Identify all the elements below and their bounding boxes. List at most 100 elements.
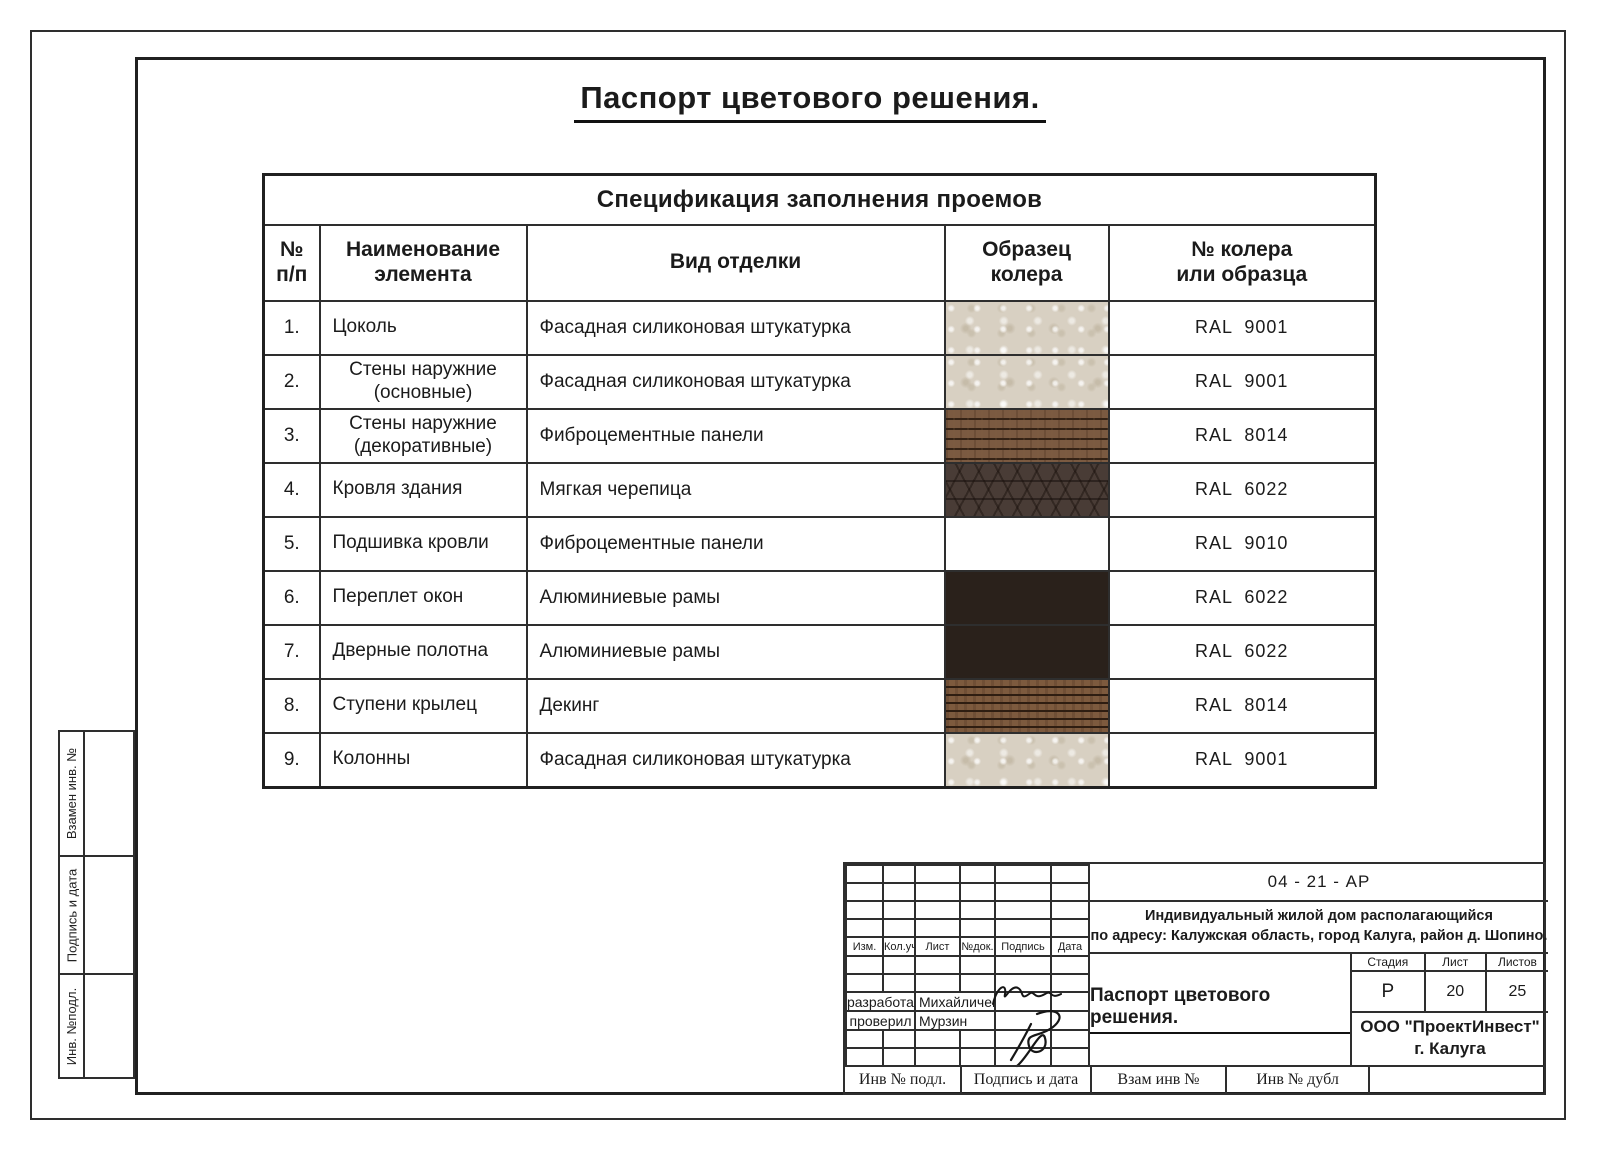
page-title: Паспорт цветового решения. [310, 80, 1310, 123]
left-attribute-strip: Взамен инв. № Подпись и дата Инв. №подл. [58, 730, 135, 1079]
element-name: Стены наружние (декоративные) [318, 407, 528, 464]
stage-label: Стадия [1352, 954, 1426, 970]
row-number: 1. [262, 299, 321, 356]
title-block: Изм. Кол.уч Лист №док. Подпись Дата разр… [843, 862, 1548, 1095]
page-title-text: Паспорт цветового решения. [574, 80, 1046, 123]
row-number: 8. [262, 677, 321, 734]
finish-type: Фиброцементные панели [525, 407, 946, 464]
stage-header-row: Стадия Лист Листов [1352, 954, 1548, 972]
podpis-data-label: Подпись и дата [962, 1067, 1092, 1093]
strip-label: Подпись и дата [64, 868, 80, 962]
checked-signature-cell [994, 1010, 1052, 1031]
inv-dubl-label: Инв № дубл [1227, 1067, 1370, 1093]
table-row: 8. Ступени крылец Декинг RAL 8014 [262, 677, 1377, 734]
column-header-color: № колера или образца [1107, 223, 1377, 302]
color-sample-cell [943, 515, 1110, 572]
strip-label-cell: Инв. №подл. [60, 975, 85, 1077]
stage-values-row: Р 20 25 [1352, 972, 1548, 1013]
specification-table: Спецификация заполнения проемов № п/п На… [262, 173, 1377, 789]
table-title: Спецификация заполнения проемов [262, 173, 1377, 226]
stage-value: Р [1352, 972, 1426, 1011]
strip-label: Взамен инв. № [64, 747, 79, 840]
column-header-element: Наименование элемента [318, 223, 528, 302]
element-name: Кровля здания [318, 461, 528, 518]
element-name: Дверные полотна [318, 623, 528, 680]
header-izm: Изм. [845, 936, 884, 957]
color-sample-cell [943, 407, 1110, 464]
company-name: ООО "ПроектИнвест" г. Калуга [1360, 1016, 1540, 1058]
column-header-sample: Образец колера [943, 223, 1110, 302]
inv-podl-label: Инв № подл. [845, 1067, 962, 1093]
column-header-num: № п/п [262, 223, 321, 302]
strip-label-cell: Подпись и дата [60, 857, 85, 973]
table-row: 2. Стены наружние (основные) Фасадная си… [262, 353, 1377, 410]
color-swatch [945, 571, 1108, 624]
sheet-inner-frame [135, 57, 1546, 1095]
project-name: Индивидуальный жилой дом располагающийся… [1088, 902, 1548, 954]
strip-section-podpis: Подпись и дата [58, 855, 135, 973]
strip-value-cell [85, 857, 133, 973]
table-row: 5. Подшивка кровли Фиброцементные панели… [262, 515, 1377, 572]
ral-code: RAL 6022 [1107, 623, 1377, 680]
strip-section-vzamen: Взамен инв. № [58, 730, 135, 855]
color-sample-cell [943, 299, 1110, 356]
element-name: Стены наружние (основные) [318, 353, 528, 410]
sheet-title: Паспорт цветового решения. [1088, 954, 1350, 1065]
table-row: 4. Кровля здания Мягкая черепица RAL 602… [262, 461, 1377, 518]
strip-value-cell [85, 975, 133, 1077]
color-swatch [945, 301, 1108, 354]
column-header-finish: Вид отделки [525, 223, 946, 302]
row-number: 3. [262, 407, 321, 464]
color-swatch [945, 517, 1108, 570]
revision-table: Изм. Кол.уч Лист №док. Подпись Дата разр… [845, 864, 1090, 1067]
color-sample-cell [943, 677, 1110, 734]
color-sample-cell [943, 731, 1110, 788]
strip-label-cell: Взамен инв. № [60, 732, 85, 855]
ral-code: RAL 6022 [1107, 569, 1377, 626]
header-list: Лист [914, 936, 961, 957]
header-dok: №док. [959, 936, 996, 957]
color-sample-cell [943, 623, 1110, 680]
color-sample-cell [943, 353, 1110, 410]
element-name: Ступени крылец [318, 677, 528, 734]
table-title-row: Спецификация заполнения проемов [262, 173, 1377, 226]
strip-section-inv: Инв. №подл. [58, 973, 135, 1079]
ral-code: RAL 9001 [1107, 299, 1377, 356]
inventory-empty-cell [1370, 1067, 1544, 1093]
finish-type: Фасадная силиконовая штукатурка [525, 731, 946, 788]
developed-name: Михайличенко [914, 991, 996, 1012]
finish-type: Алюминиевые рамы [525, 623, 946, 680]
finish-type: Фасадная силиконовая штукатурка [525, 353, 946, 410]
element-name: Цоколь [318, 299, 528, 356]
sheets-value: 25 [1508, 982, 1527, 1000]
strip-label: Инв. №подл. [64, 987, 79, 1065]
row-number: 9. [262, 731, 321, 788]
finish-type: Фасадная силиконовая штукатурка [525, 299, 946, 356]
header-data: Дата [1050, 936, 1090, 957]
sheet-outer-border [30, 30, 1566, 1120]
checked-row: проверил Мурзин [845, 1010, 1090, 1031]
header-podpis: Подпись [994, 936, 1052, 957]
sheets-label: Листов [1497, 955, 1537, 969]
finish-type: Алюминиевые рамы [525, 569, 946, 626]
color-swatch [945, 679, 1108, 732]
ral-code: RAL 6022 [1107, 461, 1377, 518]
table-row: 6. Переплет окон Алюминиевые рамы RAL 60… [262, 569, 1377, 626]
color-sample-cell [943, 569, 1110, 626]
ral-code: RAL 9001 [1107, 353, 1377, 410]
sheet-title-text: Паспорт цветового решения. [1090, 985, 1350, 1034]
developed-signature-cell [994, 991, 1052, 1012]
inventory-row: Инв № подл. Подпись и дата Взам инв № Ин… [845, 1065, 1544, 1093]
color-swatch [945, 355, 1108, 408]
table-row: 7. Дверные полотна Алюминиевые рамы RAL … [262, 623, 1377, 680]
revision-header-row: Изм. Кол.уч Лист №док. Подпись Дата [845, 936, 1090, 957]
row-number: 7. [262, 623, 321, 680]
table-row: 9. Колонны Фасадная силиконовая штукатур… [262, 731, 1377, 788]
finish-type: Мягкая черепица [525, 461, 946, 518]
sheet-value: 20 [1426, 972, 1487, 1011]
document-code: 04 - 21 - АР [1088, 864, 1548, 902]
ral-code: RAL 9001 [1107, 731, 1377, 788]
vzam-inv-label: Взам инв № [1092, 1067, 1227, 1093]
finish-type: Фиброцементные панели [525, 515, 946, 572]
color-swatch [945, 625, 1108, 678]
